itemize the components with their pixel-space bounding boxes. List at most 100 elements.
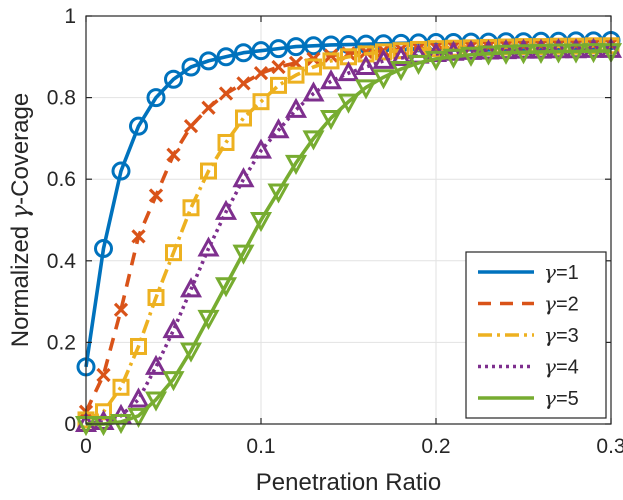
data-point (217, 133, 235, 151)
data-point (109, 413, 133, 435)
data-point (286, 37, 306, 57)
data-point (389, 61, 413, 82)
marker-stroke (183, 119, 199, 134)
data-point (389, 45, 413, 67)
data-point (354, 79, 378, 100)
data-point (284, 97, 308, 118)
data-point (287, 66, 305, 84)
data-point (112, 378, 130, 396)
data-point (337, 61, 360, 82)
data-point (372, 48, 395, 69)
series-5 (74, 43, 623, 437)
data-point (183, 119, 199, 134)
data-point (127, 387, 150, 408)
legend-label: γ=5 (544, 386, 579, 410)
data-point (337, 93, 360, 114)
data-point (92, 409, 115, 430)
data-point (302, 81, 325, 102)
series-line (85, 43, 611, 422)
data-point (165, 244, 182, 262)
legend-label-suffix: =1 (556, 262, 579, 284)
legend-label: γ=4 (544, 355, 579, 379)
marker-stroke (236, 76, 251, 91)
data-point (512, 44, 535, 65)
y-axis-label-suffix: -Coverage (7, 93, 34, 205)
data-point (181, 57, 201, 77)
data-point (267, 118, 290, 139)
data-point (354, 54, 378, 75)
data-point (162, 371, 185, 392)
data-point (179, 342, 203, 363)
data-point (582, 37, 605, 58)
data-point (269, 39, 288, 59)
data-point (197, 309, 220, 331)
data-point (319, 110, 343, 131)
axes-box (85, 15, 612, 425)
data-point (96, 367, 111, 383)
data-point (271, 59, 286, 75)
data-point (130, 337, 147, 355)
marker-stroke (148, 188, 164, 203)
data-point (267, 183, 290, 204)
data-point (200, 162, 217, 180)
data-point (199, 51, 218, 71)
data-point (216, 47, 236, 67)
data-point (234, 43, 253, 63)
data-point (249, 212, 273, 233)
legend-label: γ=3 (544, 323, 579, 347)
data-point (179, 277, 203, 298)
y-tick-label: 0.4 (47, 250, 77, 273)
data-point (305, 58, 322, 76)
data-point (442, 48, 465, 69)
data-point (372, 69, 395, 90)
legend-label-symbol: γ (544, 355, 556, 379)
data-point (235, 109, 252, 127)
data-point (529, 38, 553, 59)
data-point (322, 52, 340, 70)
y-axis-label: Normalized γ-Coverage (6, 93, 34, 347)
data-point (232, 167, 255, 188)
y-tick-label: 0 (64, 413, 76, 436)
data-point (270, 76, 287, 94)
data-point (459, 46, 483, 67)
data-point (236, 76, 251, 91)
data-point (214, 199, 238, 220)
data-point (113, 302, 129, 317)
legend-label-symbol: γ (544, 292, 556, 316)
data-point (304, 36, 323, 56)
legend-item-1: γ=1 (478, 260, 579, 284)
data-point (218, 86, 234, 101)
data-point (129, 116, 148, 136)
y-tick-label: 0.6 (47, 168, 76, 191)
data-point (302, 130, 325, 151)
data-point (407, 54, 430, 76)
data-point (252, 93, 270, 111)
x-axis-label: Penetration Ratio (256, 469, 441, 496)
y-axis-label-symbol: γ (6, 204, 34, 219)
data-point (564, 43, 588, 64)
legend-item-2: γ=2 (478, 292, 579, 316)
data-point (582, 43, 605, 64)
data-point (253, 65, 269, 81)
data-point (127, 407, 150, 428)
marker-stroke (323, 48, 339, 63)
legend-label-suffix: =5 (556, 388, 579, 410)
data-point (164, 69, 183, 89)
data-point (494, 38, 518, 60)
data-point (323, 48, 339, 63)
legend-label-symbol: γ (544, 323, 556, 347)
legend-label-symbol: γ (544, 260, 556, 284)
series-layer (74, 30, 623, 437)
data-point (94, 239, 113, 259)
marker-stroke (166, 147, 181, 162)
data-point (284, 154, 308, 175)
legend-label-suffix: =4 (556, 357, 579, 379)
legend-label: γ=1 (544, 260, 579, 284)
legend-item-4: γ=4 (478, 355, 579, 379)
data-point (249, 138, 273, 159)
y-axis-label-prefix: Normalized (7, 219, 34, 347)
legend-item-3: γ=3 (478, 323, 579, 347)
legend: γ=1γ=2γ=3γ=4γ=5 (465, 251, 607, 419)
data-point (424, 50, 448, 71)
